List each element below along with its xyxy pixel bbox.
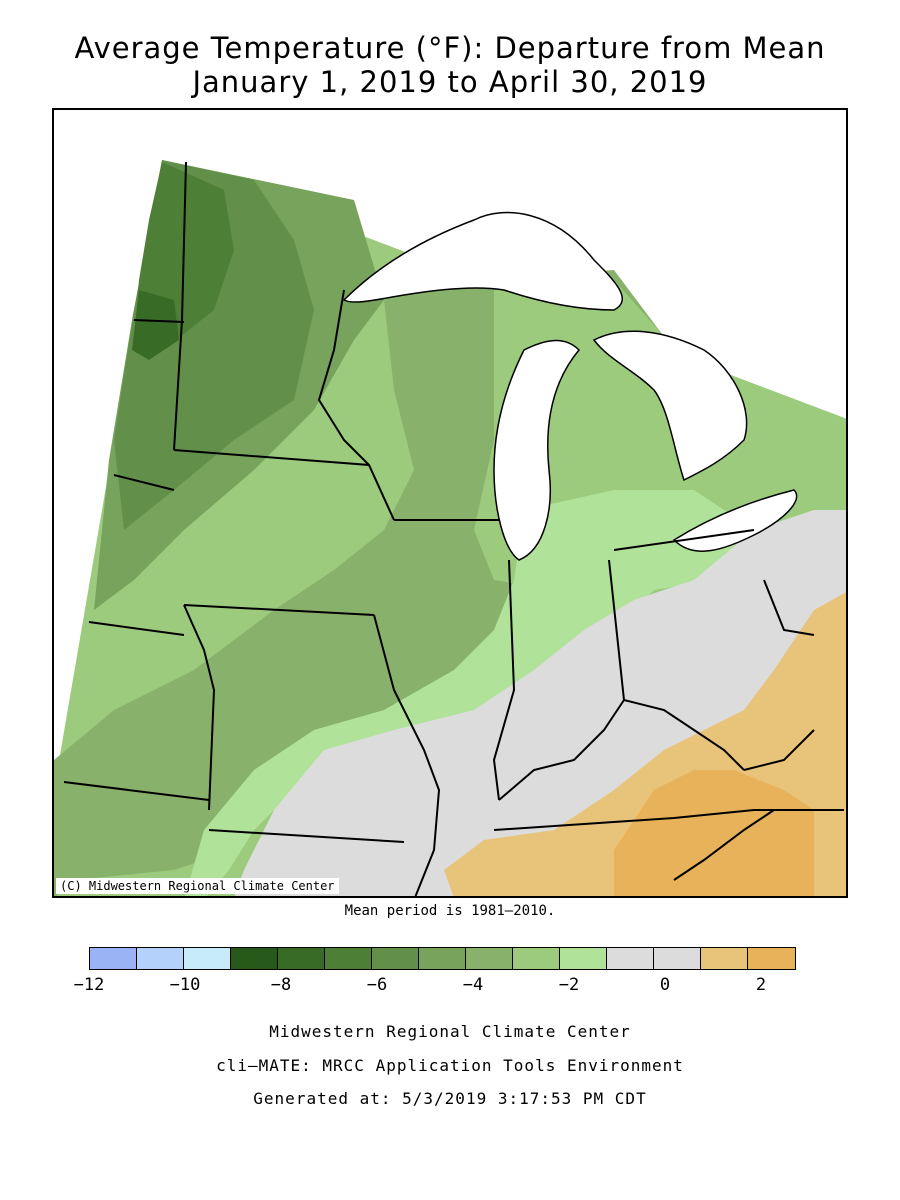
lake-superior: [342, 211, 623, 311]
mean-period-note: Mean period is 1981–2010.: [344, 903, 556, 919]
lakes-layer: [342, 211, 798, 561]
legend-tick-label: −6: [366, 975, 388, 995]
legend-swatch: [137, 948, 184, 969]
map-subtitle: January 1, 2019 to April 30, 2019: [192, 65, 708, 99]
map-frame: (C) Midwestern Regional Climate Center: [52, 108, 848, 898]
legend-tick-label: 2: [755, 975, 767, 995]
color-legend-bar: [89, 947, 796, 970]
legend-swatch: [325, 948, 372, 969]
legend-swatch: [607, 948, 654, 969]
legend-tick-label: 0: [659, 975, 671, 995]
legend-swatch: [701, 948, 748, 969]
state-borders: [63, 161, 844, 896]
legend-swatch: [184, 948, 231, 969]
legend-swatch: [231, 948, 278, 969]
lake-huron: [592, 330, 748, 482]
legend-tick-label: −8: [270, 975, 292, 995]
legend-swatch: [419, 948, 466, 969]
footer-line-1: Midwestern Regional Climate Center: [269, 1022, 631, 1041]
footer-line-2: cli–MATE: MRCC Application Tools Environ…: [216, 1056, 684, 1075]
legend-swatch: [513, 948, 560, 969]
legend-tick-label: −10: [169, 975, 201, 995]
map-credit: (C) Midwestern Regional Climate Center: [56, 878, 339, 894]
legend-swatch: [278, 948, 325, 969]
legend-swatch: [372, 948, 419, 969]
legend-tick-label: −4: [462, 975, 484, 995]
lake-erie: [672, 489, 798, 552]
legend-swatch: [748, 948, 795, 969]
legend-swatch: [560, 948, 607, 969]
legend-tick-label: −12: [73, 975, 105, 995]
legend-tick-labels: −12 −10 −8 −6 −4 −2 0 2: [0, 975, 900, 997]
legend-tick-label: −2: [558, 975, 580, 995]
lake-michigan: [493, 339, 581, 561]
legend-swatch: [466, 948, 513, 969]
map-title: Average Temperature (°F): Departure from…: [74, 31, 826, 65]
footer-line-3: Generated at: 5/3/2019 3:17:53 PM CDT: [253, 1089, 647, 1108]
legend-swatch: [90, 948, 137, 969]
legend-swatch: [654, 948, 701, 969]
temperature-departure-map: [54, 110, 846, 896]
